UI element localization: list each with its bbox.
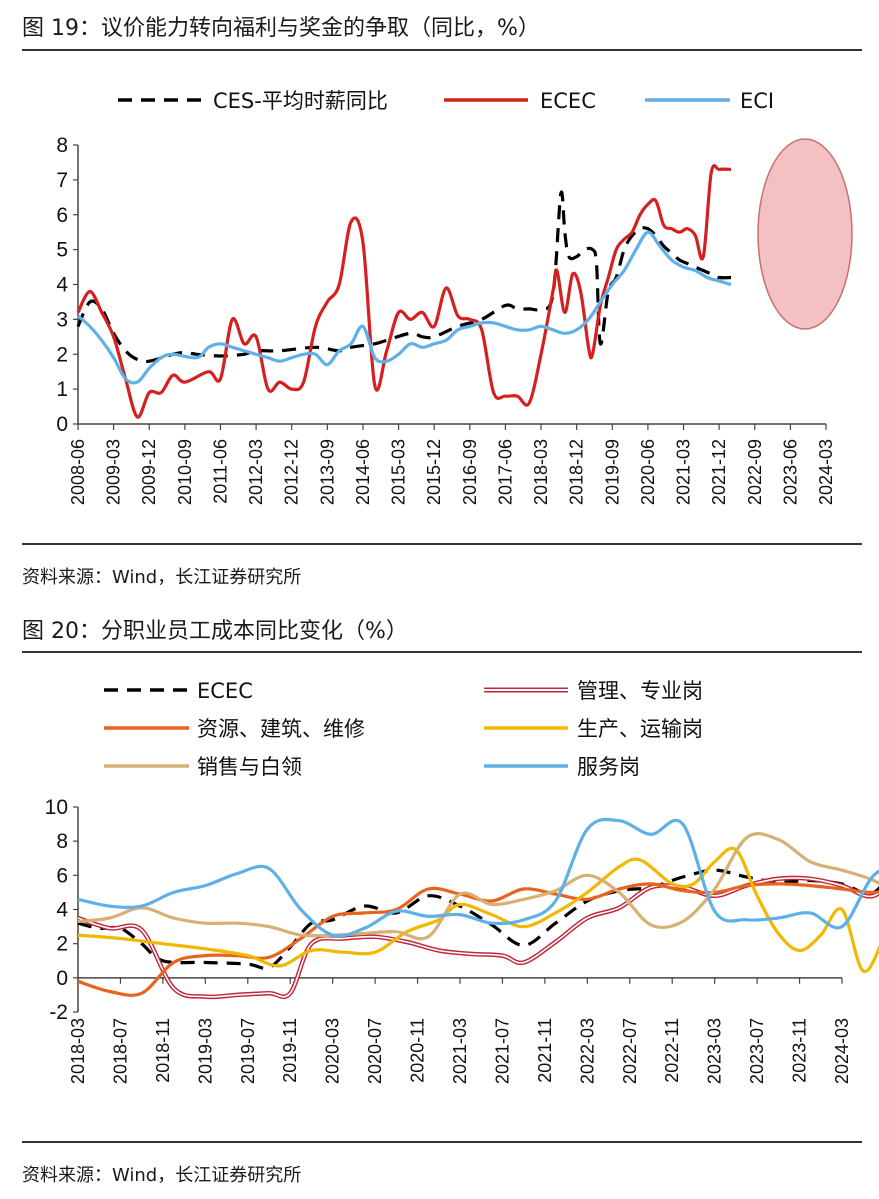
legend-label-sales: 销售与白领 (197, 755, 302, 779)
chart2-x-tick-label: 2018-11 (153, 1018, 173, 1083)
chart1-x-tick-label: 2010-09 (175, 439, 195, 505)
legend-label-ecec: ECEC (540, 89, 596, 113)
legend-label-mgmt: 管理、专业岗 (577, 679, 703, 703)
chart1-title: 图 19：议价能力转向福利与奖金的争取（同比，%） (22, 16, 540, 41)
chart2-title-rule (22, 651, 862, 653)
chart2-x-tick-label: 2020-07 (365, 1018, 385, 1084)
chart1-y-tick-label: 8 (56, 134, 68, 157)
legend-label-eci: ECI (740, 89, 774, 113)
chart2-y-tick-label: 8 (56, 830, 68, 853)
chart1-y-tick-label: 6 (56, 204, 68, 227)
chart1-x-tick-label: 2015-03 (389, 439, 409, 505)
chart2-x-tick-label: 2020-03 (323, 1018, 343, 1084)
chart2-series-4-line (77, 832, 879, 941)
chart2-series-5-line (77, 817, 879, 938)
chart1-x-tick-label: 2008-06 (68, 439, 88, 505)
legend-label-production: 生产、运输岗 (577, 717, 703, 741)
chart1-x-tick-label: 2017-06 (495, 439, 515, 505)
chart1-x-tick-label: 2015-12 (424, 439, 444, 505)
chart2-x-tick-label: 2019-11 (280, 1018, 300, 1083)
chart1-x-tick-label: 2009-12 (139, 439, 159, 505)
chart2-x-tick-label: 2022-03 (577, 1018, 597, 1084)
chart1-x-tick-label: 2018-03 (531, 439, 551, 505)
chart2-x-tick-label: 2018-03 (68, 1018, 88, 1084)
chart1-y-tick-label: 3 (56, 308, 68, 331)
chart1-x-tick-label: 2021-12 (709, 439, 729, 505)
chart1-x-tick-label: 2020-06 (638, 439, 658, 505)
chart2-legend: ECEC 管理、专业岗 资源、建筑、维修 生产、运输岗 销售与白领 服务岗 (104, 679, 703, 779)
legend-label-service: 服务岗 (577, 755, 640, 779)
chart1-y-tick-label: 0 (56, 413, 68, 436)
chart2-x-tick-label: 2019-03 (195, 1018, 215, 1084)
chart1-series-0-line (76, 190, 732, 364)
chart1-series-1-line (76, 163, 732, 419)
chart1-title-rule (22, 49, 862, 51)
chart2-series-3-line (77, 846, 879, 973)
chart2-x-tick-label: 2018-07 (110, 1018, 130, 1084)
chart1-x-tick-label: 2022-09 (745, 439, 765, 505)
chart2-bottom-rule (22, 1141, 862, 1143)
chart1-y-tick-label: 7 (56, 169, 68, 192)
chart2-y-tick-label: -2 (49, 1001, 68, 1024)
chart1-x-tick-label: 2019-09 (602, 439, 622, 505)
chart1-x-tick-label: 2023-06 (780, 439, 800, 505)
chart1-x-tick-label: 2012-12 (282, 439, 302, 505)
chart1-y-tick-label: 2 (56, 343, 68, 366)
chart1-plot: CES-平均时薪同比 ECEC ECI 0 1 2 3 4 5 6 7 8 2008-06 2009… (56, 89, 853, 505)
legend-label-ces: CES-平均时薪同比 (213, 89, 388, 113)
legend-label-resource: 资源、建筑、维修 (197, 717, 365, 741)
chart2-x-tick-label: 2023-11 (790, 1018, 810, 1083)
chart2-y-tick-label: 2 (56, 933, 68, 956)
chart2-x-tick-label: 2022-11 (662, 1018, 682, 1083)
chart2-series-2-line (77, 882, 879, 997)
chart1-x-tick-label: 2021-03 (674, 439, 694, 505)
chart2-x-tick-label: 2021-03 (450, 1018, 470, 1084)
chart2-y-tick-label: 0 (56, 967, 68, 990)
chart2-y-tick-label: 10 (45, 796, 68, 819)
chart1-x-tick-label: 2024-03 (816, 439, 836, 505)
chart2-x-tick-label: 2021-07 (492, 1018, 512, 1084)
chart2-x-tick-label: 2024-03 (832, 1018, 852, 1084)
chart1-source: 资料来源：Wind，长江证券研究所 (22, 567, 302, 588)
highlight-ellipse (757, 138, 853, 330)
chart2-series-1-line-inner (77, 877, 879, 998)
chart2-y-tick-label: 6 (56, 864, 68, 887)
chart1-x-tick-label: 2011-06 (211, 439, 231, 504)
chart1-x-tick-label: 2009-03 (104, 439, 124, 505)
chart1-y-tick-label: 5 (56, 239, 68, 262)
chart2-x-tick-label: 2023-07 (747, 1018, 767, 1084)
chart2-x-tick-label: 2023-03 (705, 1018, 725, 1084)
chart2-x-tick-label: 2019-07 (238, 1018, 258, 1084)
chart1-series-2-line (76, 230, 732, 385)
chart1-x-tick-label: 2013-09 (317, 439, 337, 505)
chart2-x-tick-label: 2021-11 (535, 1018, 555, 1083)
chart2-y-tick-label: 4 (56, 899, 68, 922)
chart2-title: 图 20：分职业员工成本同比变化（%） (22, 619, 408, 644)
chart1-x-tick-label: 2014-06 (353, 439, 373, 505)
chart2-x-tick-label: 2020-11 (408, 1018, 428, 1083)
chart1-legend: CES-平均时薪同比 ECEC ECI (118, 89, 774, 113)
chart1-x-tick-label: 2018-12 (567, 439, 587, 505)
chart2-x-tick-label: 2022-07 (620, 1018, 640, 1084)
chart2-source: 资料来源：Wind，长江证券研究所 (22, 1165, 302, 1186)
chart1-bottom-rule (22, 543, 862, 545)
legend-label-ecec2: ECEC (197, 679, 253, 703)
chart1-y-tick-label: 4 (56, 274, 68, 297)
chart1-y-tick-label: 1 (56, 378, 68, 401)
chart1-x-tick-label: 2012-03 (246, 439, 266, 505)
chart2-plot: ECEC 管理、专业岗 资源、建筑、维修 生产、运输岗 销售与白领 服务岗 -2… (45, 679, 879, 1084)
chart1-x-tick-label: 2016-09 (460, 439, 480, 505)
